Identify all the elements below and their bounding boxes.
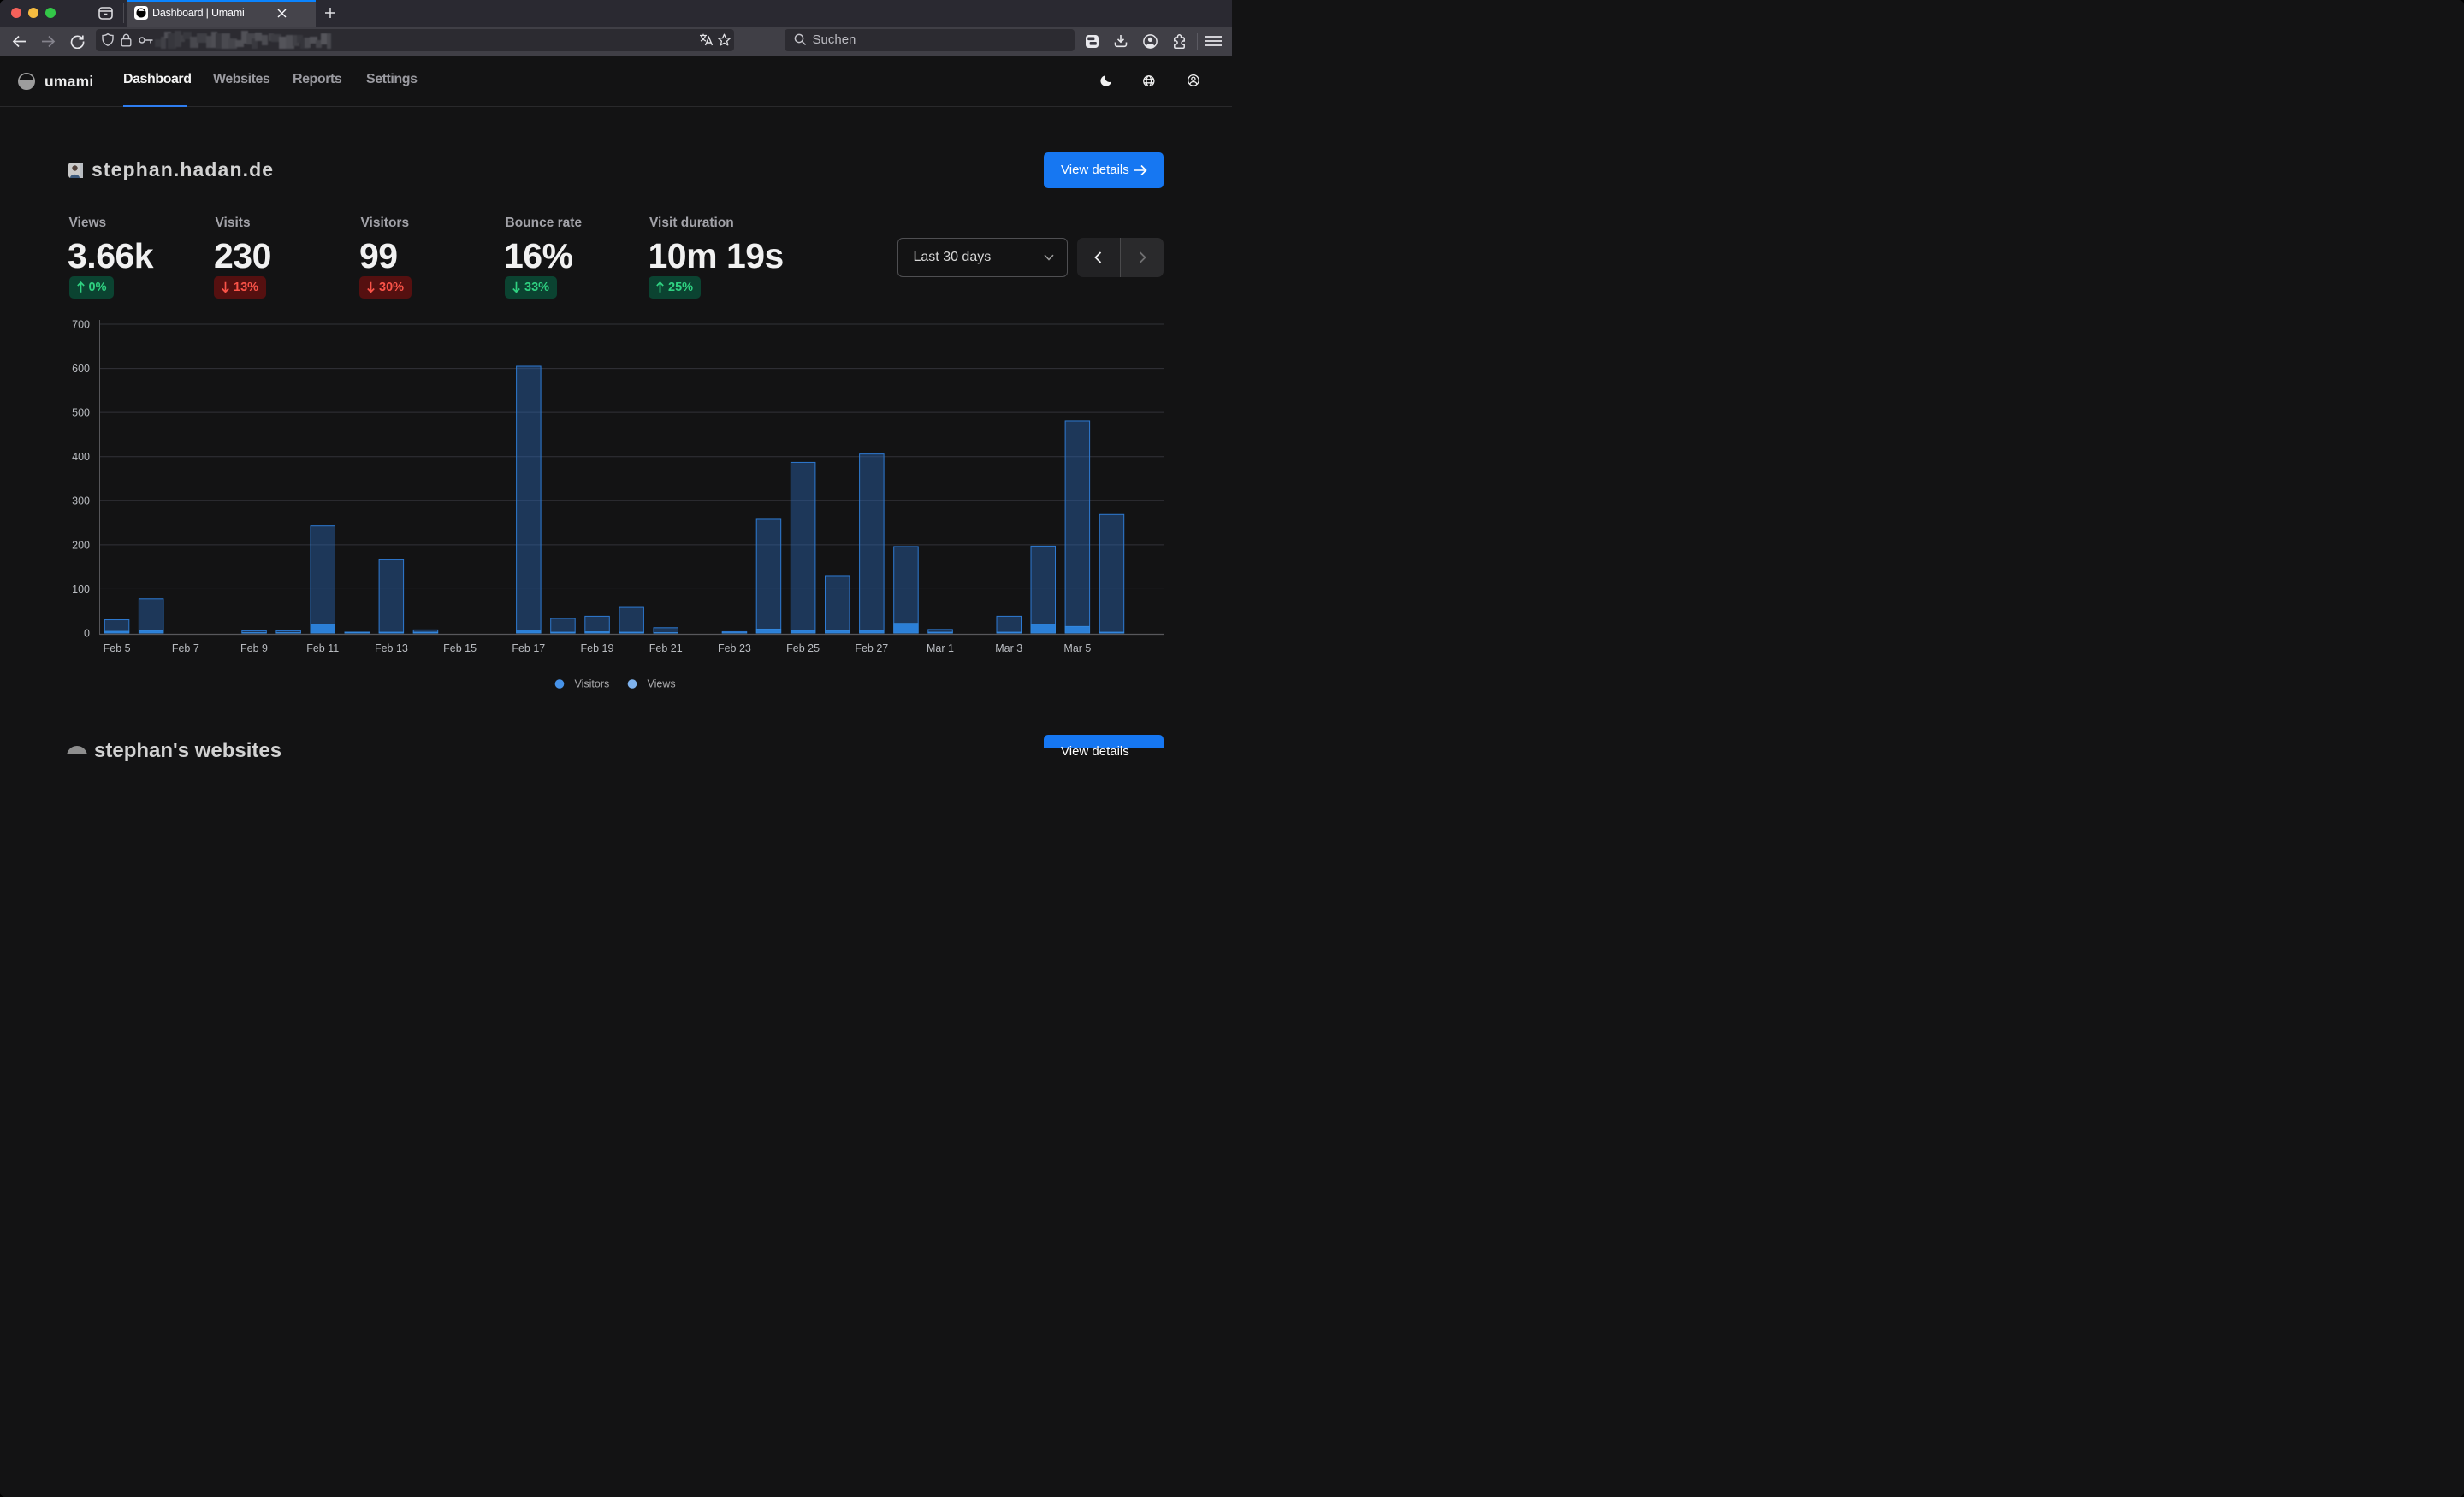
- svg-text:Feb 19: Feb 19: [581, 642, 614, 654]
- svg-text:Mar 1: Mar 1: [927, 642, 954, 654]
- svg-text:Mar 5: Mar 5: [1063, 642, 1091, 654]
- svg-text:Feb 25: Feb 25: [786, 642, 820, 654]
- svg-text:Feb 13: Feb 13: [375, 642, 408, 654]
- svg-text:Visitors: Visitors: [575, 678, 610, 690]
- svg-text:Feb 7: Feb 7: [172, 642, 199, 654]
- svg-text:Feb 23: Feb 23: [718, 642, 751, 654]
- svg-text:700: 700: [72, 318, 90, 330]
- svg-text:Feb 15: Feb 15: [443, 642, 477, 654]
- svg-text:100: 100: [72, 583, 90, 595]
- svg-text:Views: Views: [648, 678, 676, 690]
- svg-text:300: 300: [72, 495, 90, 507]
- svg-text:Feb 11: Feb 11: [306, 642, 339, 654]
- svg-text:500: 500: [72, 407, 90, 419]
- svg-text:400: 400: [72, 451, 90, 463]
- svg-text:200: 200: [72, 539, 90, 551]
- svg-text:Mar 3: Mar 3: [995, 642, 1022, 654]
- svg-text:Feb 17: Feb 17: [512, 642, 545, 654]
- svg-text:Feb 27: Feb 27: [855, 642, 888, 654]
- svg-text:0: 0: [84, 627, 90, 639]
- svg-text:Feb 9: Feb 9: [240, 642, 268, 654]
- svg-text:Feb 5: Feb 5: [104, 642, 131, 654]
- svg-text:600: 600: [72, 363, 90, 375]
- svg-text:Feb 21: Feb 21: [649, 642, 683, 654]
